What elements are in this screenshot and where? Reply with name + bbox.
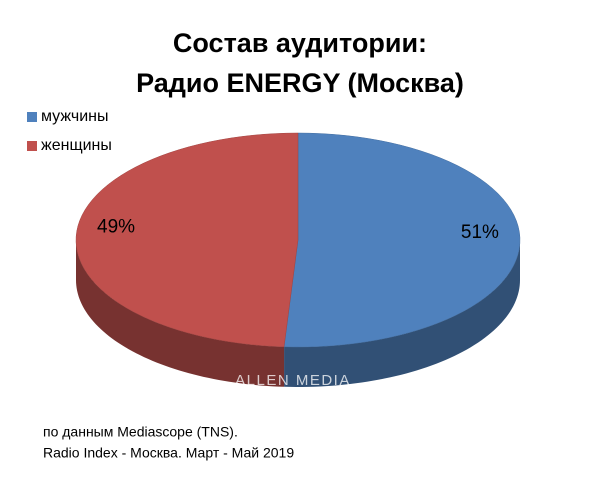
chart-subtitle: Радио ENERGY (Москва) [136,68,464,98]
legend-label: женщины [41,137,112,154]
data-label: 51% [461,222,499,243]
legend-swatch [27,112,37,122]
slice-side [284,240,520,387]
chart-title: Состав аудитории: [173,28,427,58]
slice [283,132,521,348]
slice [75,132,299,348]
footnote: по данным Mediascope (TNS). [43,424,238,440]
legend-label: мужчины [41,108,109,125]
legend-swatch [27,141,37,151]
data-label: 49% [97,216,135,237]
footnote: Radio Index - Москва. Март - Май 2019 [43,445,294,461]
watermark: ALLEN MEDIA [235,372,351,389]
slice-side [76,240,285,387]
